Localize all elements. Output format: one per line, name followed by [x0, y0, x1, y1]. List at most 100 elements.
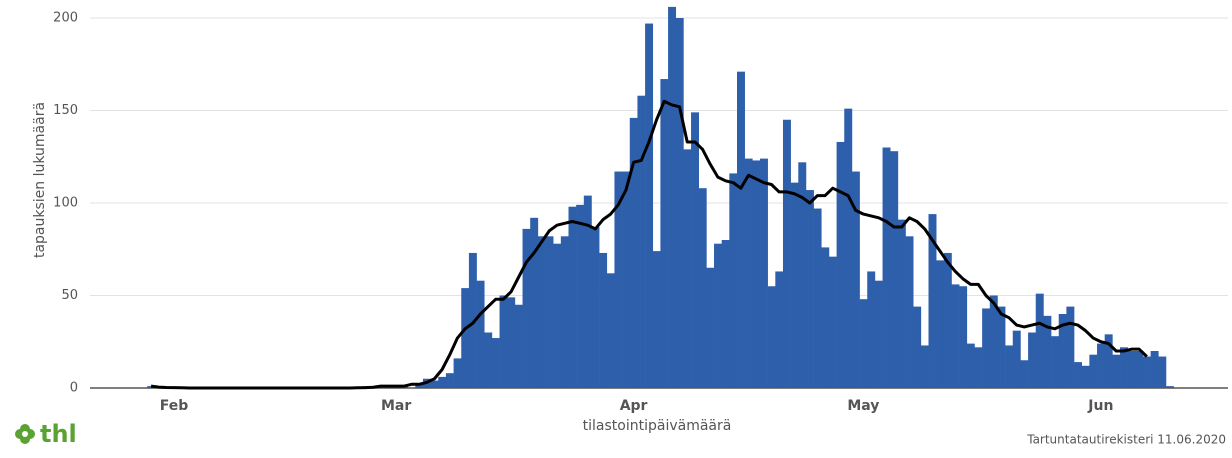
bar — [568, 206, 577, 388]
bar — [476, 280, 485, 388]
bar — [1043, 315, 1052, 388]
bar — [698, 188, 707, 388]
bar — [1135, 351, 1144, 388]
bar — [982, 308, 991, 388]
bar — [1165, 386, 1174, 388]
bar — [989, 295, 998, 388]
bar — [660, 79, 669, 389]
bar — [859, 299, 868, 388]
bar — [1150, 351, 1159, 388]
bar — [576, 204, 585, 388]
bar — [1081, 365, 1090, 388]
bar — [1051, 336, 1060, 388]
y-tick-label: 200 — [53, 11, 78, 26]
bar — [545, 236, 554, 388]
x-tick-label: Jun — [1087, 398, 1113, 414]
bar — [691, 112, 700, 388]
bar — [1142, 356, 1151, 388]
bar — [438, 376, 447, 388]
logo: thl — [15, 420, 77, 448]
bar — [1005, 345, 1014, 388]
bar — [668, 6, 677, 389]
bar — [936, 260, 945, 388]
x-tick-label: May — [847, 398, 879, 414]
bar — [637, 95, 646, 388]
bar — [453, 358, 462, 388]
trend-line — [150, 99, 1148, 390]
bar — [714, 243, 722, 388]
bar — [622, 171, 631, 388]
x-axis-label: tilastointipäivämäärä — [583, 418, 732, 434]
bar — [790, 182, 799, 388]
bar — [890, 151, 899, 388]
bar — [737, 71, 745, 389]
bar — [759, 158, 768, 388]
bar — [445, 373, 454, 388]
bar — [553, 243, 562, 388]
bar — [943, 252, 952, 388]
y-tick-label: 150 — [53, 103, 78, 118]
bar — [836, 141, 845, 388]
bar — [744, 158, 753, 388]
bar — [1120, 347, 1128, 388]
bar — [828, 256, 837, 388]
bar — [606, 273, 615, 388]
bar — [966, 343, 975, 388]
bar — [645, 23, 654, 389]
bar — [867, 271, 876, 388]
bar — [1112, 354, 1121, 388]
bar — [583, 195, 592, 388]
bar — [514, 304, 523, 388]
bar — [522, 228, 531, 388]
x-tick-label: Feb — [160, 398, 189, 414]
bar — [484, 332, 493, 388]
bar — [798, 162, 807, 388]
bar — [1158, 356, 1167, 388]
y-tick-label: 0 — [70, 381, 78, 396]
bar — [897, 219, 906, 388]
bar — [1035, 293, 1044, 388]
bar — [1089, 354, 1098, 388]
bar — [491, 338, 500, 388]
x-tick-label: Mar — [381, 398, 411, 414]
bar — [1074, 362, 1083, 388]
bar — [1104, 334, 1113, 388]
bar — [1020, 360, 1029, 388]
bar — [530, 217, 539, 388]
x-tick-label: Apr — [620, 398, 648, 414]
bar — [721, 240, 730, 388]
bar — [729, 173, 738, 388]
bar — [782, 119, 791, 388]
bar — [1058, 314, 1067, 388]
bar — [499, 295, 508, 388]
bar — [974, 347, 983, 388]
y-tick-label: 100 — [53, 196, 78, 211]
y-tick-label: 50 — [61, 288, 78, 303]
bar — [767, 286, 776, 388]
bar — [614, 171, 623, 388]
bar — [1012, 330, 1021, 388]
bar — [813, 208, 822, 388]
bar — [683, 149, 692, 388]
bar — [1028, 332, 1037, 388]
bar — [775, 271, 784, 388]
bar — [805, 190, 814, 388]
bar — [599, 252, 608, 388]
bar — [537, 236, 546, 388]
bar — [882, 147, 891, 388]
bar — [920, 345, 929, 388]
bar — [430, 380, 439, 388]
bar — [1097, 343, 1105, 388]
bar — [997, 306, 1006, 388]
bar — [1066, 306, 1075, 388]
bar — [468, 252, 477, 388]
bar — [951, 284, 960, 388]
bar — [821, 247, 830, 388]
bar — [752, 160, 761, 388]
logo-text: thl — [40, 420, 77, 448]
bar — [959, 286, 968, 388]
bar — [706, 267, 715, 388]
bar — [591, 227, 600, 388]
bar — [913, 306, 922, 388]
